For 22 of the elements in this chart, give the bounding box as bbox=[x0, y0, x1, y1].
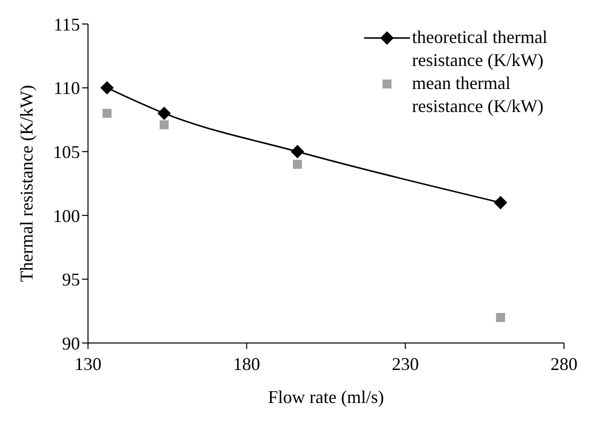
y-axis-title: Thermal resistance (K/kW) bbox=[16, 85, 36, 282]
legend-label: mean thermal resistance (K/kW) bbox=[412, 72, 544, 118]
point bbox=[292, 160, 302, 169]
y-tick-label: 105 bbox=[53, 142, 80, 162]
point bbox=[494, 196, 508, 210]
point bbox=[290, 145, 304, 158]
y-tick-label: 95 bbox=[62, 270, 80, 290]
point bbox=[100, 81, 114, 94]
x-axis-title: Flow rate (ml/s) bbox=[268, 387, 384, 407]
x-tick-label: 180 bbox=[233, 354, 260, 374]
y-tick-label: 110 bbox=[54, 78, 80, 98]
point bbox=[496, 312, 506, 322]
point bbox=[160, 120, 169, 130]
x-tick-label: 230 bbox=[392, 354, 419, 374]
x-tick-label: 280 bbox=[550, 354, 578, 374]
y-tick-label: 90 bbox=[62, 333, 80, 354]
point bbox=[158, 106, 171, 120]
y-tick-label: 115 bbox=[54, 14, 80, 34]
x-tick-label: 130 bbox=[74, 354, 102, 374]
legend-label: theoretical thermal resistance (K/kW) bbox=[412, 26, 548, 72]
point bbox=[102, 108, 112, 118]
y-tick-label: 100 bbox=[53, 206, 80, 226]
